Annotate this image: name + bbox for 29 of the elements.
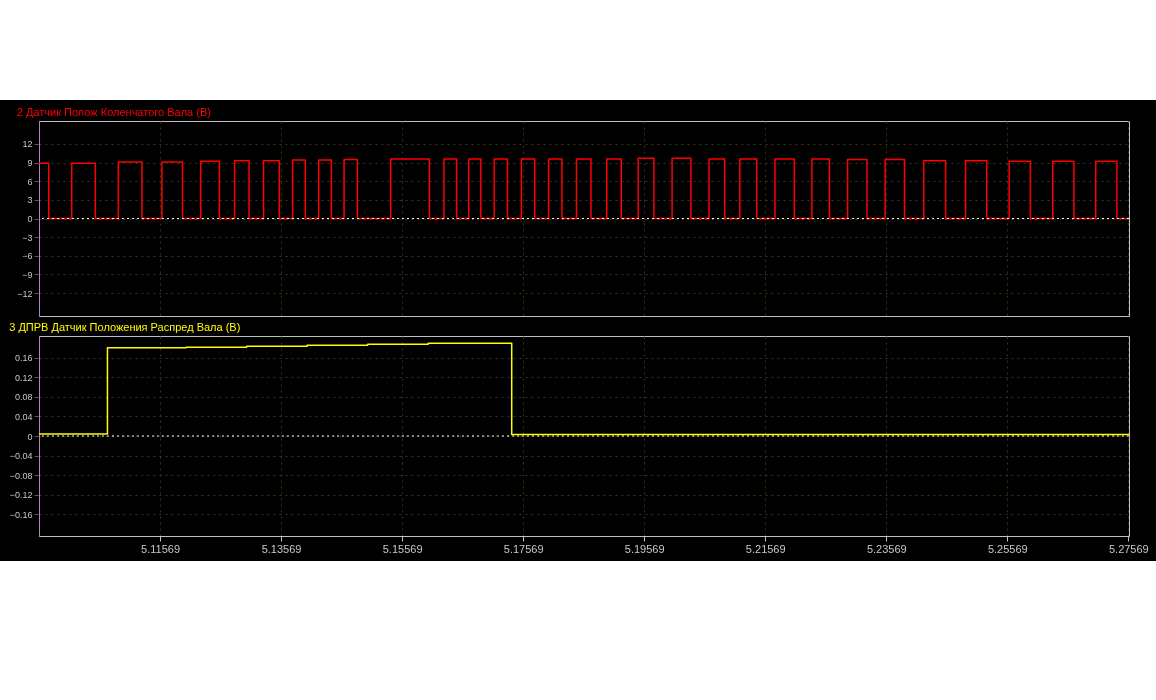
x-tick-label: 5.19569: [624, 542, 665, 555]
y-tick-label: 0: [27, 431, 33, 442]
x-tick-label: 5.21569: [745, 542, 786, 555]
y-tick-label: −9: [22, 269, 33, 280]
chart-title: 3 ДПРВ Датчик Положения Распред Вала (В): [9, 321, 241, 333]
y-tick-label: 0.04: [14, 411, 33, 422]
y-tick-label: 12: [22, 139, 33, 150]
y-tick-label: 0.16: [14, 353, 33, 364]
y-tick-label: 0: [27, 214, 33, 224]
y-tick-label: −3: [22, 232, 33, 243]
y-tick-label: 0.08: [14, 392, 33, 403]
x-tick-label: 5.25569: [987, 542, 1028, 555]
x-tick-label: 5.27569: [1108, 542, 1149, 555]
y-tick-label: 0.12: [14, 372, 33, 383]
x-tick-label: 5.11569: [141, 542, 181, 555]
y-tick-label: −12: [17, 288, 33, 299]
chart-title: 2 Датчик Полож Коленчатого Вала (В): [16, 106, 211, 118]
y-tick-label: −0.04: [9, 451, 33, 462]
y-tick-label: −6: [22, 251, 33, 262]
y-tick-label: 3: [27, 195, 33, 206]
y-tick-label: −0.08: [9, 470, 33, 481]
y-tick-label: 6: [27, 176, 33, 187]
y-tick-label: −0.12: [9, 490, 33, 501]
x-tick-label: 5.17569: [503, 542, 544, 555]
x-tick-label: 5.13569: [261, 542, 302, 555]
y-tick-label: 9: [27, 158, 33, 169]
x-tick-label: 5.23569: [866, 542, 907, 555]
y-tick-label: −0.16: [9, 509, 33, 520]
x-tick-label: 5.15569: [382, 542, 423, 555]
